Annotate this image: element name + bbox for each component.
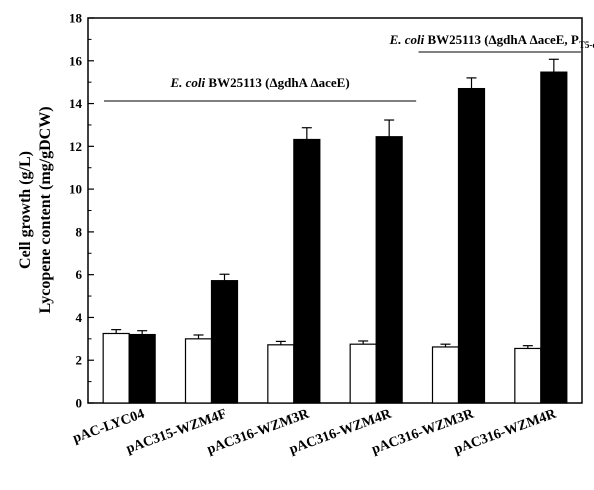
y-axis-title-1: Cell growth (g/L) <box>17 151 34 269</box>
bar-series1-0 <box>102 332 130 404</box>
bar-series2-5 <box>540 71 568 404</box>
annotations: E. coli BW25113 (ΔgdhA ΔaceE)E. coli BW2… <box>104 32 594 102</box>
y-tick-label: 12 <box>69 139 82 154</box>
y-tick-label: 18 <box>69 11 83 26</box>
annotation-text: BW25113 (ΔgdhA ΔaceE) <box>205 75 350 90</box>
bars <box>102 58 568 404</box>
annotation-label-2: E. coli BW25113 (ΔgdhA ΔaceE, PT5-dxs) <box>389 32 594 50</box>
y-tick-label: 2 <box>76 353 83 368</box>
annotation-text: BW25113 (ΔgdhA ΔaceE, P <box>424 32 579 47</box>
y-axis: 0 2 4 6 8 10 12 14 16 18 <box>69 11 94 411</box>
annotation-label-1: E. coli BW25113 (ΔgdhA ΔaceE) <box>169 75 349 90</box>
y-axis-title-2: Lycopene content (mg/gDCW) <box>37 106 54 313</box>
bar-series1-5 <box>514 347 542 404</box>
y-tick-label: 14 <box>69 96 83 111</box>
y-tick-label: 6 <box>76 267 83 282</box>
bar-series2-3 <box>375 136 403 404</box>
bar-series1-2 <box>267 344 295 404</box>
x-axis: pAC-LYC04pAC315-WZM4FpAC316-WZM3RpAC316-… <box>71 397 559 457</box>
y-tick-label: 8 <box>76 224 83 239</box>
annotation-subscript: T5-dxs <box>579 40 594 50</box>
annotation-italic: E. coli <box>389 32 425 47</box>
y-tick-label: 16 <box>69 53 83 68</box>
bar-series2-4 <box>457 87 486 404</box>
bar-series2-0 <box>128 333 156 404</box>
y-tick-label: 10 <box>69 182 82 197</box>
annotation-italic: E. coli <box>169 75 205 90</box>
bar-series1-3 <box>349 343 377 404</box>
bar-series1-1 <box>184 338 213 404</box>
bar-series2-2 <box>293 138 321 404</box>
bar-series2-1 <box>210 280 239 404</box>
bar-series1-4 <box>431 346 460 404</box>
y-tick-label: 0 <box>76 396 83 411</box>
y-tick-label: 4 <box>76 310 83 325</box>
